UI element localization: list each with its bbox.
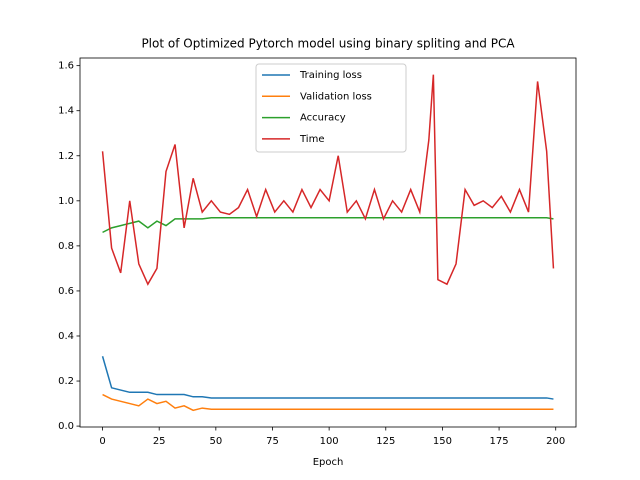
y-tick-label: 0.0 (58, 421, 74, 432)
y-tick-label: 1.0 (58, 196, 74, 207)
y-tick-label: 1.4 (58, 106, 74, 117)
legend-label: Validation loss (300, 91, 372, 102)
y-tick-label: 1.2 (58, 151, 74, 162)
x-tick-label: 125 (376, 436, 395, 447)
x-tick-label: 0 (99, 436, 105, 447)
legend-label: Training loss (299, 70, 362, 81)
x-tick-label: 175 (490, 436, 509, 447)
x-tick-label: 75 (266, 436, 279, 447)
x-axis-label: Epoch (313, 457, 344, 468)
x-tick-label: 50 (209, 436, 222, 447)
legend-box (255, 63, 407, 153)
y-tick-label: 0.8 (58, 241, 74, 252)
chart-title: Plot of Optimized Pytorch model using bi… (141, 37, 515, 51)
plot-frame (79, 57, 577, 428)
x-tick-label: 25 (153, 436, 166, 447)
series-line (101, 74, 555, 286)
legend-label: Accuracy (300, 113, 346, 124)
series-line (102, 216, 554, 234)
y-tick-label: 0.6 (58, 286, 74, 297)
x-tick-label: 200 (546, 436, 565, 447)
y-tick-label: 0.2 (58, 376, 74, 387)
legend-label: Time (299, 134, 324, 145)
x-tick-label: 150 (433, 436, 452, 447)
series-line (102, 393, 554, 412)
series-line (101, 356, 554, 400)
y-tick-label: 0.4 (58, 331, 74, 342)
y-tick-label: 1.6 (58, 61, 74, 72)
x-tick-label: 100 (320, 436, 339, 447)
